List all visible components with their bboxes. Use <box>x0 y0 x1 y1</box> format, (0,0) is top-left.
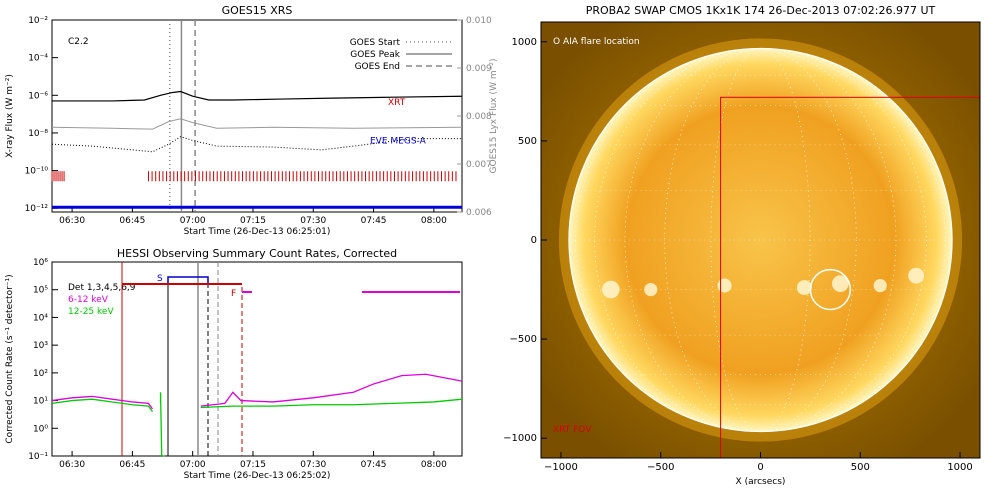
hessi-detectors: Det 1,3,4,5,6,9 <box>68 283 136 293</box>
hessi-legend-6-12: 6-12 keV <box>68 295 109 305</box>
hessi-ytick-label: 10⁶ <box>33 258 48 268</box>
hessi-xlabel: Start Time (26-Dec-13 06:25:02) <box>184 471 331 481</box>
goes-ytick-label: 10⁻¹⁰ <box>25 167 49 177</box>
hessi-series-12-25-b <box>200 398 463 409</box>
swap-image-panel: PROBA2 SWAP CMOS 1Kx1K 174 26-Dec-2013 0… <box>503 4 981 487</box>
swap-active-region <box>831 275 849 292</box>
goes-ytick-label: 10⁻² <box>28 16 48 26</box>
hessi-series-12-25-a <box>51 398 154 413</box>
goes-frame <box>51 19 463 213</box>
swap-ytick-label: −1000 <box>503 433 537 444</box>
hessi-xtick-label: 07:00 <box>180 460 206 470</box>
swap-ytick-label: 1000 <box>512 37 537 48</box>
swap-active-region <box>908 267 925 284</box>
goes-ylabel: X-ray Flux (W m⁻²) <box>5 74 15 158</box>
goes-series-label: XRT <box>388 98 406 108</box>
swap-active-region <box>602 280 620 299</box>
hessi-legend-12-25: 12-25 keV <box>68 307 114 317</box>
swap-xtick-label: −1000 <box>544 462 578 473</box>
goes-y2tick-label: 0.007 <box>466 160 492 170</box>
hessi-xtick-label: 07:30 <box>300 460 326 470</box>
swap-title: PROBA2 SWAP CMOS 1Kx1K 174 26-Dec-2013 0… <box>586 4 936 17</box>
swap-xlabel: X (arcsecs) <box>736 477 786 487</box>
hessi-title: HESSI Observing Summary Count Rates, Cor… <box>117 247 397 260</box>
goes-title: GOES15 XRS <box>222 4 293 17</box>
goes-y2label: GOES15 Lyx Flux (W m⁻²) <box>489 59 499 174</box>
swap-longitude-line <box>624 48 897 432</box>
goes-xtick-label: 06:30 <box>59 216 85 226</box>
hessi-marker-s: S <box>157 274 163 284</box>
swap-active-region <box>796 280 812 296</box>
goes-series-label: EVE MEGS-A <box>370 137 427 147</box>
goes-ytick-label: 10⁻⁸ <box>28 129 48 139</box>
swap-ytick-label: 500 <box>518 136 537 147</box>
swap-xrt-label: XRT FOV <box>553 425 592 435</box>
swap-active-region <box>644 282 658 297</box>
goes-xtick-label: 07:45 <box>361 216 387 226</box>
swap-active-region <box>873 278 887 293</box>
hessi-ytick-label: 10⁻¹ <box>28 452 48 462</box>
goes-xrs-panel: GOES15 XRS 10⁻¹² 10⁻¹⁰ 10⁻⁸ 10⁻⁶ 10⁻⁴ 10⁻² 0.00… <box>5 4 499 237</box>
goes-flare-class: C2.2 <box>68 37 89 47</box>
goes-legend-label: GOES End <box>355 62 400 72</box>
goes-xtick-label: 07:30 <box>300 216 326 226</box>
hessi-ylabel: Corrected Count Rate (s⁻¹ detector⁻¹) <box>5 274 15 443</box>
goes-ytick-label: 10⁻¹² <box>25 204 49 214</box>
goes-legend-label: GOES Peak <box>350 50 400 60</box>
goes-xlabel: Start Time (26-Dec-13 06:25:01) <box>184 227 331 237</box>
swap-xtick-label: 1000 <box>947 462 972 473</box>
hessi-xtick-label: 06:45 <box>119 460 145 470</box>
swap-sun-disk <box>568 48 953 432</box>
goes-long-channel <box>52 90 463 102</box>
hessi-frame <box>51 261 463 457</box>
hessi-xtick-label: 06:30 <box>59 460 85 470</box>
swap-xtick-label: 500 <box>851 462 870 473</box>
goes-xtick-label: 06:45 <box>119 216 145 226</box>
goes-ytick-label: 10⁻⁶ <box>28 91 48 101</box>
hessi-xtick-label: 07:45 <box>361 460 387 470</box>
hessi-marker-f: F <box>231 289 236 299</box>
hessi-panel: HESSI Observing Summary Count Rates, Cor… <box>5 247 463 481</box>
swap-active-region <box>717 278 732 293</box>
hessi-xtick-label: 07:15 <box>240 460 266 470</box>
goes-legend-label: GOES Start <box>350 38 401 48</box>
hessi-green-spike <box>159 392 163 457</box>
swap-longitude-line <box>575 48 946 432</box>
swap-flare-circle <box>809 268 852 311</box>
hessi-ytick-label: 10⁵ <box>33 286 48 296</box>
goes-ytick-label: 10⁻⁴ <box>28 54 48 64</box>
swap-aia-label: O AIA flare location <box>553 37 640 47</box>
goes-xtick-label: 08:00 <box>421 216 447 226</box>
goes-xtick-label: 07:00 <box>180 216 206 226</box>
goes-y2tick-label: 0.006 <box>466 208 492 218</box>
swap-ytick-label: 0 <box>531 235 537 246</box>
goes-y2tick-label: 0.010 <box>466 16 492 26</box>
swap-xtick-label: −500 <box>647 462 674 473</box>
goes-y2tick-label: 0.009 <box>466 64 492 74</box>
hessi-xtick-label: 08:00 <box>421 460 447 470</box>
swap-xtick-label: 0 <box>757 462 763 473</box>
hessi-ytick-label: 10⁴ <box>33 313 48 323</box>
hessi-series-6-12-a <box>51 395 154 410</box>
hessi-ytick-label: 10² <box>33 369 48 379</box>
goes-y2tick-label: 0.008 <box>466 112 492 122</box>
swap-ytick-label: −500 <box>510 334 537 345</box>
hessi-saa-bracket <box>167 276 209 283</box>
hessi-ytick-label: 10³ <box>33 341 48 351</box>
hessi-ytick-label: 10⁰ <box>33 424 48 434</box>
hessi-series-6-12-b <box>200 373 463 407</box>
goes-lyx-curve <box>51 118 463 130</box>
goes-xtick-label: 07:15 <box>240 216 266 226</box>
swap-longitude-line <box>710 48 811 432</box>
hessi-ytick-label: 10¹ <box>33 397 48 407</box>
